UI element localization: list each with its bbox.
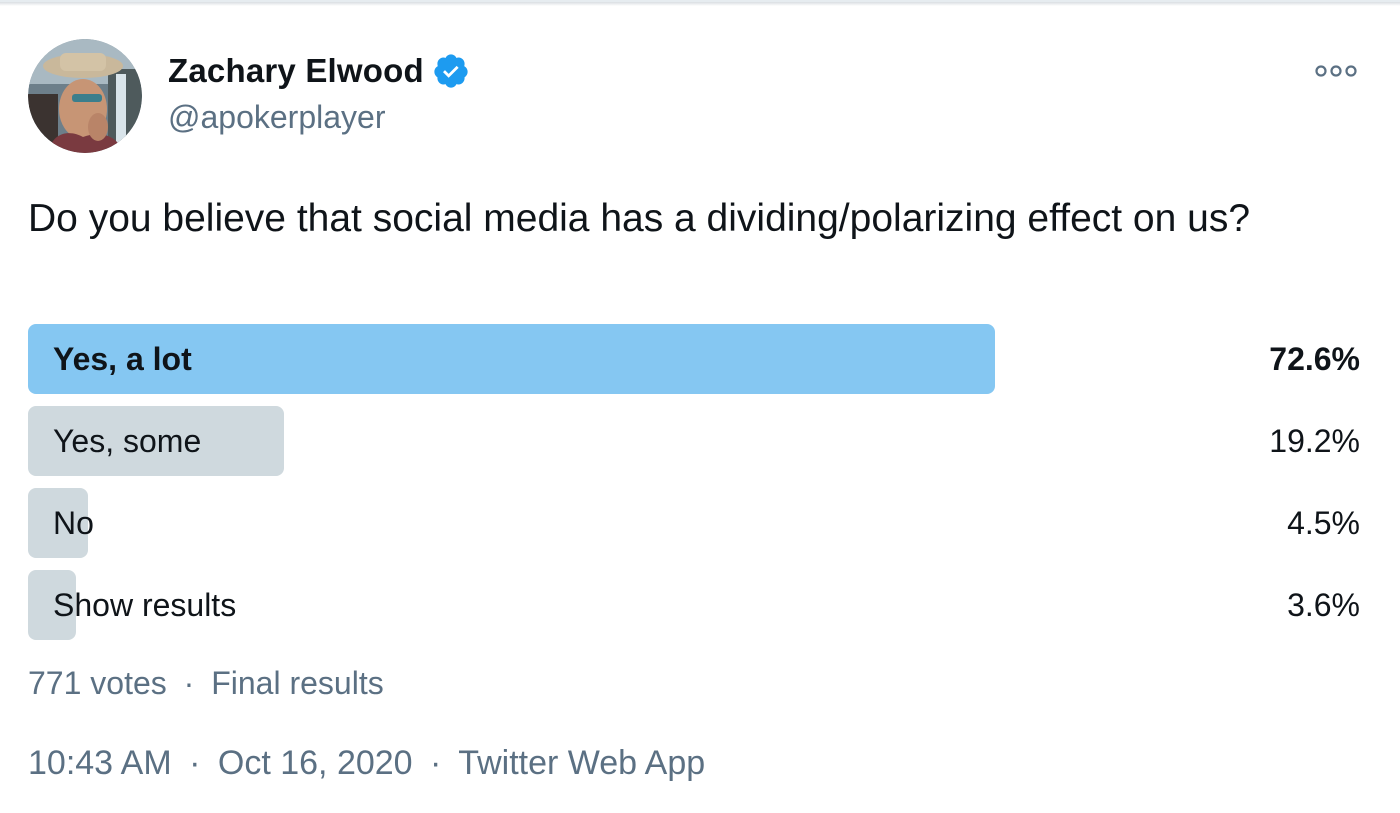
poll: Yes, a lot 72.6% Yes, some 19.2% No 4.5% Show … <box>28 324 1360 652</box>
poll-option-label: No <box>53 505 94 541</box>
poll-option: Show results 3.6% <box>28 570 1360 640</box>
author-name[interactable]: Zachary Elwood <box>168 52 424 89</box>
poll-option-percent: 3.6% <box>1287 587 1360 623</box>
poll-option-bar <box>28 488 88 558</box>
timestamp-separator-2: · <box>430 744 442 782</box>
tweet-date[interactable]: Oct 16, 2020 <box>217 744 413 782</box>
tweet-time[interactable]: 10:43 AM <box>28 744 172 782</box>
poll-option-label: Show results <box>53 587 237 623</box>
poll-option: Yes, some 19.2% <box>28 406 1360 476</box>
timestamp-separator-1: · <box>189 744 201 782</box>
poll-option-percent: 72.6% <box>1269 341 1360 377</box>
poll-option-label: Yes, a lot <box>53 341 192 377</box>
poll-meta-separator: · <box>183 665 195 701</box>
more-options-icon[interactable] <box>1314 62 1358 80</box>
poll-option-percent: 19.2% <box>1269 423 1360 459</box>
poll-option: No 4.5% <box>28 488 1360 558</box>
poll-vote-count: 771 votes <box>28 665 167 701</box>
top-edge-strip <box>0 2 1400 6</box>
verified-badge-icon <box>432 52 470 90</box>
tweet-timestamp: 10:43 AM · Oct 16, 2020 · Twitter Web Ap… <box>28 744 705 783</box>
poll-option-label: Yes, some <box>53 423 202 459</box>
poll-option-bar <box>28 406 284 476</box>
poll-option-percent: 4.5% <box>1287 505 1360 541</box>
avatar[interactable] <box>28 39 142 153</box>
poll-status: Final results <box>211 665 384 701</box>
author-handle[interactable]: @apokerplayer <box>168 99 386 135</box>
poll-option-bar <box>28 570 76 640</box>
poll-meta: 771 votes · Final results <box>28 665 384 702</box>
poll-option: Yes, a lot 72.6% <box>28 324 1360 394</box>
tweet-source[interactable]: Twitter Web App <box>458 744 706 782</box>
tweet-text: Do you believe that social media has a d… <box>28 197 1251 240</box>
poll-option-bar <box>28 324 995 394</box>
